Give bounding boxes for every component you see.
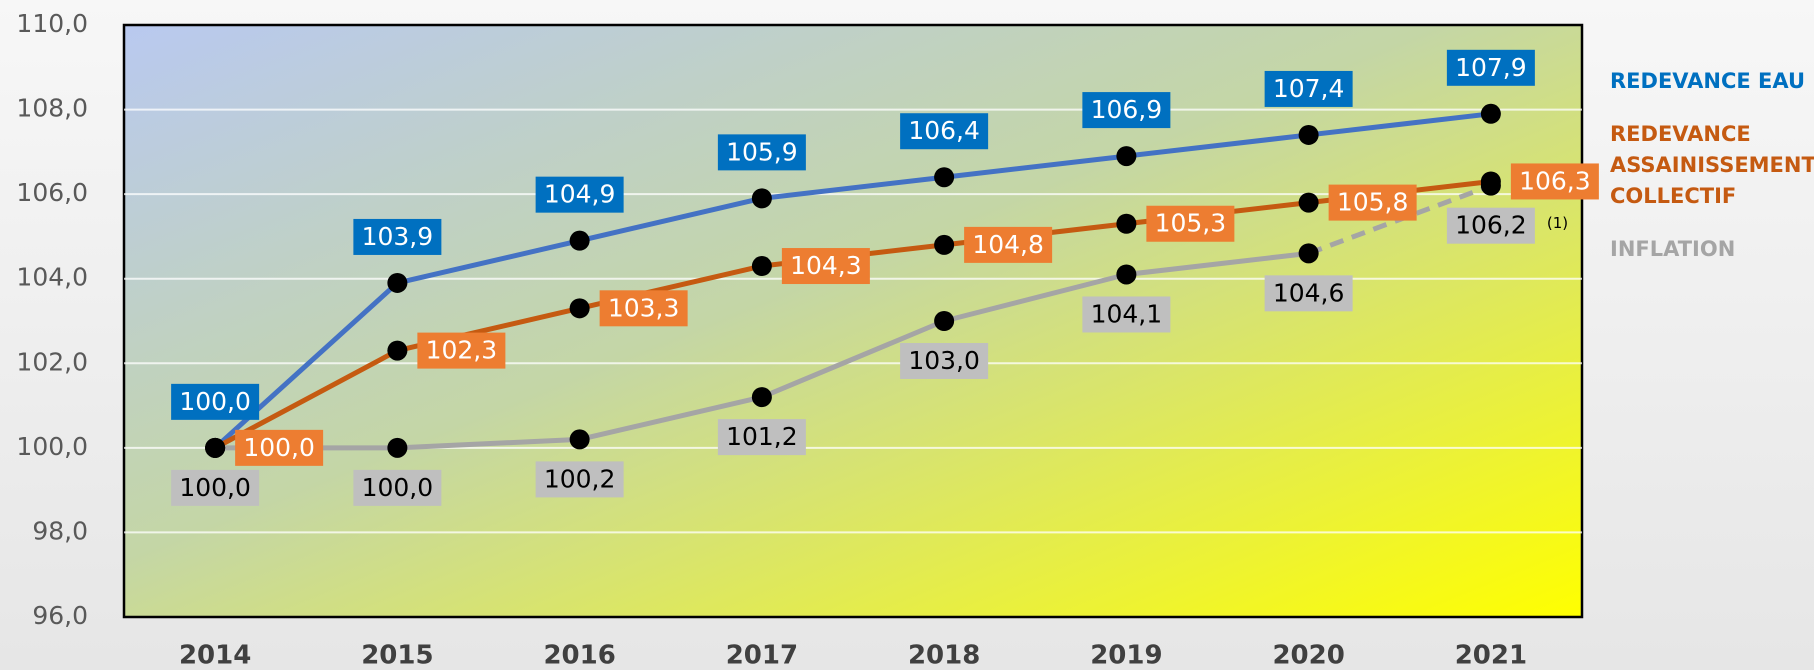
data-label: 104,1	[1091, 299, 1163, 328]
data-label-box	[1264, 70, 1353, 107]
legend-entry: REDEVANCE ASSAINISSEMENT COLLECTIF	[1610, 122, 1814, 208]
x-tick-label: 2018	[908, 641, 980, 670]
data-label-box	[1446, 207, 1535, 244]
data-label: 102,3	[426, 336, 498, 365]
x-tick-label: 2014	[179, 641, 251, 670]
x-tick-label: 2015	[361, 641, 433, 670]
data-label: 103,0	[908, 346, 980, 375]
data-label-box	[1328, 184, 1417, 221]
legend-entry: INFLATION	[1610, 237, 1736, 261]
data-label-box	[535, 176, 624, 213]
data-label-box	[1510, 163, 1599, 200]
data-label-box	[1082, 92, 1171, 129]
data-label-box	[900, 343, 989, 379]
marker	[1116, 264, 1137, 285]
data-label: 100,0	[362, 473, 434, 502]
data-label: 100,0	[243, 433, 315, 462]
x-tick-label: 2019	[1090, 641, 1162, 670]
data-label: 106,9	[1091, 95, 1163, 124]
data-label: 107,9	[1455, 53, 1527, 82]
data-label: 106,4	[908, 116, 980, 145]
data-label-box	[235, 429, 324, 466]
data-label-box	[781, 248, 870, 285]
y-tick-label: 98,0	[32, 516, 88, 545]
series-line	[213, 111, 1492, 450]
plot-area	[122, 23, 1584, 619]
x-tick-label: 2020	[1272, 641, 1344, 670]
data-label: 103,9	[362, 222, 434, 251]
marker	[1298, 192, 1319, 213]
x-tick-label: 2016	[543, 641, 615, 670]
marker	[387, 437, 408, 458]
x-tick-label: 2017	[726, 641, 798, 670]
y-tick-label: 100,0	[16, 432, 88, 461]
data-label-box	[964, 226, 1053, 263]
marker	[1116, 146, 1137, 167]
y-tick-label: 108,0	[16, 94, 88, 123]
data-label: 101,2	[726, 422, 798, 451]
data-label-box	[417, 332, 506, 369]
marker	[1116, 213, 1137, 234]
data-label: 105,8	[1337, 188, 1409, 217]
y-tick-label: 106,0	[16, 178, 88, 207]
data-label: 104,8	[972, 230, 1044, 259]
data-label-box	[717, 419, 806, 456]
data-label-box	[535, 461, 624, 498]
marker	[1480, 175, 1501, 196]
marker	[751, 256, 772, 277]
y-tick-label: 96,0	[32, 601, 88, 630]
marker	[205, 437, 226, 458]
marker	[1298, 124, 1319, 145]
marker	[387, 272, 408, 293]
marker	[934, 234, 955, 255]
data-label-box	[1082, 296, 1171, 333]
data-label-box	[1264, 275, 1353, 312]
data-label-box	[353, 218, 442, 255]
data-label-box	[599, 290, 688, 327]
data-label-box	[1146, 205, 1235, 242]
data-label: 100,0	[179, 387, 251, 416]
data-label: 104,6	[1273, 278, 1345, 307]
y-tick-label: 104,0	[16, 263, 88, 292]
marker	[387, 340, 408, 361]
data-label-box	[717, 134, 806, 171]
data-label: 105,3	[1155, 209, 1227, 238]
marker	[934, 167, 955, 188]
data-label: 106,3	[1519, 166, 1591, 195]
data-label-box	[171, 383, 260, 420]
legend-entry: REDEVANCE EAU	[1610, 69, 1806, 93]
annotation: (1)	[1547, 214, 1568, 232]
marker	[934, 311, 955, 331]
marker	[1298, 243, 1319, 264]
data-label: 104,3	[790, 251, 862, 280]
data-label-box	[353, 469, 442, 506]
y-tick-label: 102,0	[16, 347, 88, 376]
x-tick-label: 2021	[1455, 641, 1527, 670]
data-label: 107,4	[1273, 74, 1345, 103]
legend: REDEVANCE EAU REDEVANCE ASSAINISSEMENT CO…	[1610, 66, 1814, 287]
marker	[569, 429, 590, 450]
data-label: 106,2	[1455, 211, 1527, 240]
data-label-box	[900, 113, 989, 150]
data-label: 100,2	[544, 464, 616, 493]
data-label: 105,9	[726, 137, 798, 166]
marker	[1480, 103, 1501, 124]
data-label-box	[1446, 49, 1535, 86]
y-tick-label: 110,0	[16, 9, 88, 38]
marker	[569, 298, 590, 319]
data-label: 100,0	[179, 473, 251, 502]
data-label-box	[171, 469, 260, 506]
marker	[751, 188, 772, 209]
marker	[751, 387, 772, 408]
data-label: 104,9	[544, 180, 616, 209]
marker	[569, 230, 590, 251]
data-label: 103,3	[608, 293, 680, 322]
